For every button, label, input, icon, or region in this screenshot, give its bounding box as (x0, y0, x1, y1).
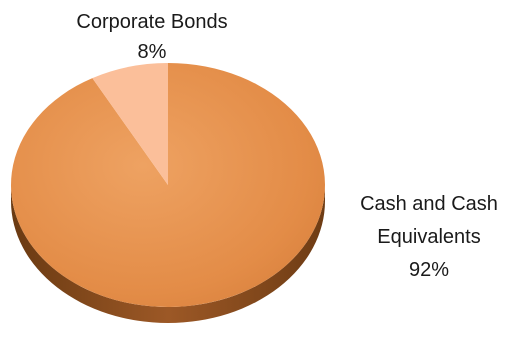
pie-slice-cash-and-cash-equivalents (10, 63, 325, 307)
slice-label-cash-line-1: Cash and Cash (360, 193, 498, 215)
slice-percent-corporate-bonds: 8% (138, 41, 167, 63)
slice-label-corporate-bonds: Corporate Bonds (76, 11, 227, 33)
pie-slice-corporate-bonds (92, 63, 168, 185)
slice-label-cash-line-2: Equivalents (377, 226, 480, 248)
slice-percent-cash: 92% (409, 259, 449, 281)
